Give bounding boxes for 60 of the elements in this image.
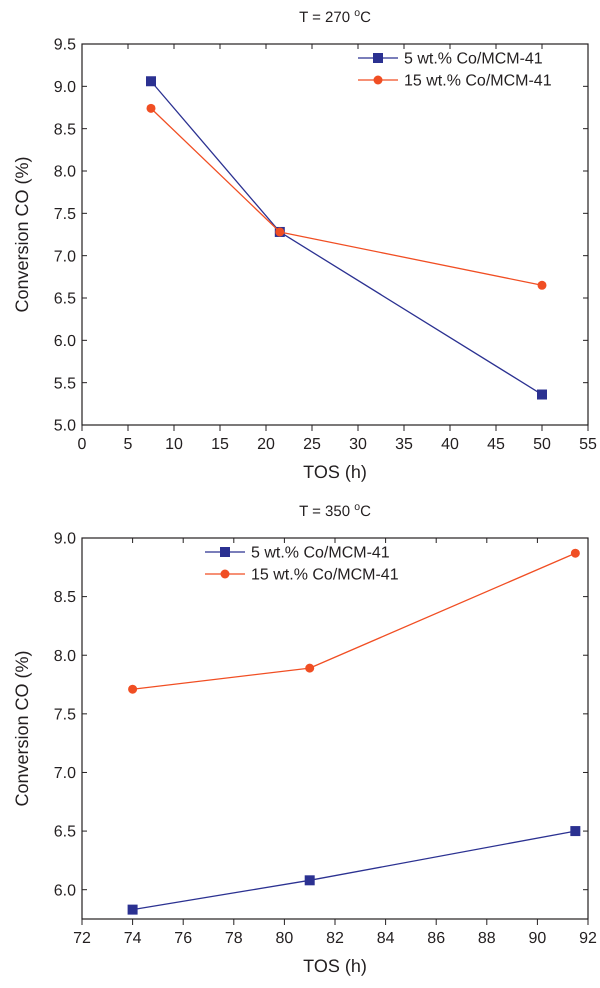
y-tick-label: 9.0 bbox=[54, 530, 76, 548]
y-tick-label: 6.0 bbox=[54, 882, 76, 900]
x-tick-label: 82 bbox=[326, 930, 344, 947]
y-tick-label: 8.5 bbox=[54, 589, 76, 606]
chart-title: T = 270 $^{o}$C bbox=[299, 7, 372, 26]
legend-label: 15 wt.% Co/MCM-41 bbox=[251, 566, 399, 584]
legend-label: 15 wt.% Co/MCM-41 bbox=[404, 72, 552, 90]
x-tick-label: 0 bbox=[78, 436, 87, 453]
point bbox=[570, 548, 580, 558]
x-tick-label: 90 bbox=[528, 930, 546, 947]
y-tick-label: 7.5 bbox=[54, 206, 76, 223]
x-tick-label: 40 bbox=[441, 436, 459, 453]
y-tick-label: 7.0 bbox=[54, 248, 76, 266]
x-tick-label: 55 bbox=[579, 436, 597, 453]
x-axis-title: TOS (h) bbox=[303, 462, 367, 482]
point bbox=[538, 280, 546, 290]
y-tick-label: 6.5 bbox=[54, 290, 76, 308]
y-tick-label: 6.0 bbox=[54, 332, 76, 350]
point bbox=[128, 684, 138, 694]
y-tick-label: 8.0 bbox=[54, 648, 76, 665]
point bbox=[146, 104, 156, 113]
point bbox=[305, 664, 314, 673]
y-tick-label: 5.0 bbox=[54, 418, 76, 435]
x-tick-label: 88 bbox=[478, 930, 496, 947]
x-tick-label: 30 bbox=[349, 436, 367, 453]
x-tick-label: 76 bbox=[174, 930, 192, 947]
chart-title: T = 350 $^{o}$C bbox=[299, 501, 372, 520]
x-tick-label: 92 bbox=[579, 930, 597, 947]
y-tick-label: 9.5 bbox=[54, 36, 76, 54]
point bbox=[570, 826, 580, 836]
x-tick-label: 78 bbox=[224, 930, 243, 947]
y-tick-label: 8.0 bbox=[54, 164, 76, 181]
legend-label: 5 wt.% Co/MCM-41 bbox=[404, 50, 543, 68]
legend-label: 5 wt.% Co/MCM-41 bbox=[251, 544, 390, 562]
x-tick-label: 72 bbox=[73, 930, 91, 947]
x-tick-label: 86 bbox=[427, 930, 446, 947]
x-tick-label: 20 bbox=[257, 436, 275, 453]
y-tick-label: 5.5 bbox=[54, 375, 76, 392]
y-axis-title: Conversion CO (%) bbox=[12, 156, 32, 313]
y-tick-label: 6.5 bbox=[54, 824, 76, 841]
x-tick-label: 35 bbox=[395, 436, 413, 453]
point bbox=[128, 904, 138, 915]
point bbox=[304, 875, 315, 886]
x-tick-label: 5 bbox=[124, 436, 133, 453]
y-tick-label: 7.5 bbox=[54, 706, 76, 724]
x-tick-label: 10 bbox=[165, 436, 183, 453]
y-tick-label: 8.5 bbox=[54, 121, 76, 138]
y-axis-title: Conversion CO (%) bbox=[12, 650, 32, 807]
x-tick-label: 84 bbox=[376, 930, 395, 947]
x-tick-label: 25 bbox=[303, 436, 321, 453]
x-axis-title: TOS (h) bbox=[303, 956, 367, 976]
point bbox=[537, 390, 547, 400]
x-tick-label: 74 bbox=[124, 930, 142, 947]
y-tick-label: 7.0 bbox=[54, 765, 76, 782]
x-tick-label: 80 bbox=[276, 930, 294, 947]
x-tick-label: 15 bbox=[211, 436, 229, 453]
x-tick-label: 45 bbox=[487, 436, 505, 453]
y-tick-label: 9.0 bbox=[54, 78, 76, 96]
x-tick-label: 50 bbox=[533, 436, 551, 453]
point bbox=[146, 76, 156, 86]
